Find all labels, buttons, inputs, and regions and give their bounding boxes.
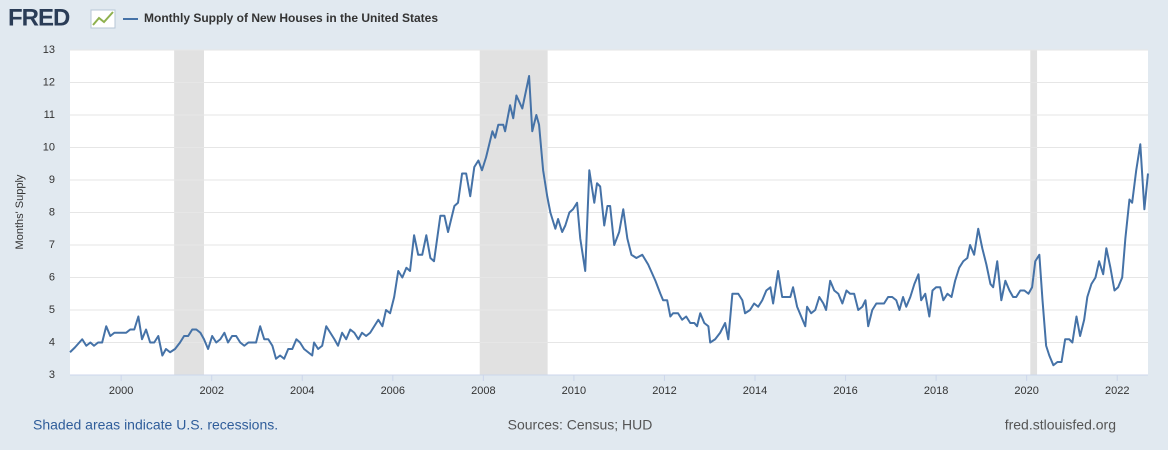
source: Sources: Census; HUD [508,417,653,433]
y-tick-label: 3 [49,369,55,381]
x-tick-label: 2004 [290,385,314,397]
y-tick-label: 7 [49,239,55,251]
x-tick-label: 2020 [1014,385,1038,397]
y-tick-label: 13 [43,44,55,56]
x-tick-label: 2014 [743,385,767,397]
y-tick-label: 9 [49,174,55,186]
recession-note: Shaded areas indicate U.S. recessions. [33,417,278,433]
x-tick-label: 2008 [471,385,495,397]
x-tick-label: 2000 [109,385,133,397]
grid-layer [70,49,1148,381]
x-tick-label: 2010 [562,385,586,397]
y-tick-label: 12 [43,76,55,88]
y-axis-label: Months' Supply [14,174,26,249]
legend-label: Monthly Supply of New Houses in the Unit… [144,11,438,25]
y-tick-label: 11 [44,109,55,121]
y-tick-label: 4 [49,336,55,348]
y-tick-label: 6 [49,271,55,283]
logo-icon [90,9,116,29]
x-tick-label: 2012 [652,385,676,397]
x-tick-label: 2022 [1105,385,1129,397]
y-tick-label: 5 [49,304,55,316]
x-tick-label: 2018 [924,385,948,397]
x-tick-label: 2016 [833,385,857,397]
site: fred.stlouisfed.org [1005,417,1116,433]
x-tick-label: 2006 [381,385,405,397]
x-tick-label: 2002 [199,385,223,397]
series-line [69,75,1149,367]
y-tick-label: 10 [43,141,55,153]
y-tick-label: 8 [49,206,55,218]
line-layer [69,75,1149,367]
logo: FRED [8,4,70,31]
